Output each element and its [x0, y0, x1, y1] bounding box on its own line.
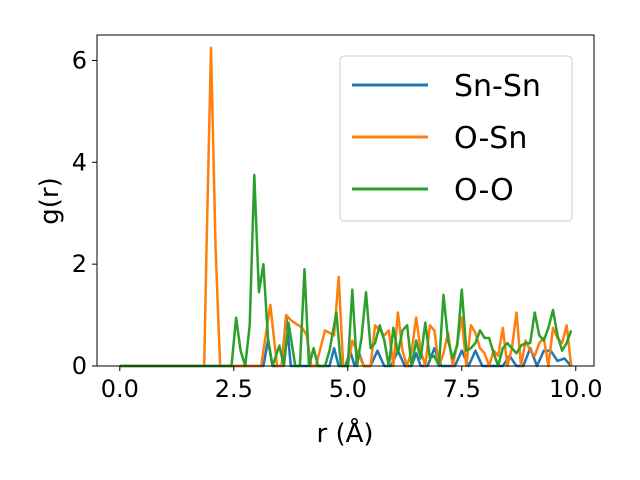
legend: Sn-Sn O-Sn O-O [339, 55, 573, 222]
plot-frame [96, 34, 595, 367]
series-line-o-o [119, 173, 573, 368]
x-tick-label: 10.0 [549, 375, 602, 403]
y-tick-label: 2 [72, 250, 87, 278]
x-axis-label: r (Å) [316, 417, 373, 449]
x-tick-label: 2.5 [215, 375, 253, 403]
x-tick-label: 0.0 [101, 375, 139, 403]
series-line-o-sn [119, 46, 573, 368]
y-tick-label: 4 [72, 148, 87, 176]
legend-box [339, 55, 573, 222]
y-tick-label: 0 [72, 352, 87, 380]
x-axis: 0.0 2.5 5.0 7.5 10.0 [101, 366, 602, 403]
x-tick-label: 7.5 [443, 375, 481, 403]
legend-label-o-o: O-O [454, 173, 514, 208]
x-tick-label: 5.0 [329, 375, 367, 403]
legend-label-sn-sn: Sn-Sn [454, 69, 541, 104]
y-axis: 0 2 4 6 [72, 46, 97, 380]
y-tick-label: 6 [72, 46, 87, 74]
y-axis-label: g(r) [35, 177, 65, 224]
legend-label-o-sn: O-Sn [454, 121, 527, 156]
